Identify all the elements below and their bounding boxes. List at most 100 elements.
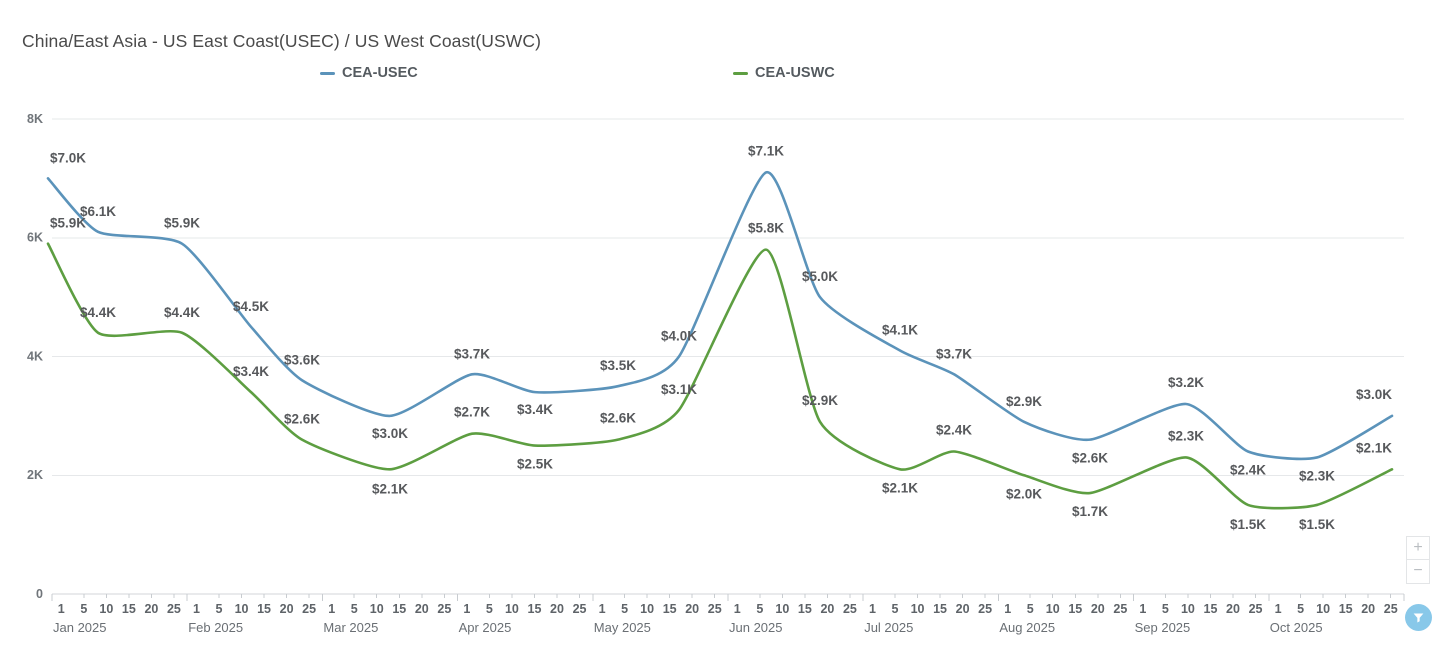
data-point-label: $7.1K [748, 143, 784, 158]
x-axis-day-label: 25 [978, 602, 992, 616]
x-axis-day-label: 15 [1068, 602, 1082, 616]
x-axis-day-label: 15 [122, 602, 136, 616]
data-point-label: $5.9K [50, 216, 86, 231]
x-axis-day-label: 20 [415, 602, 429, 616]
series-line [46, 242, 1394, 510]
y-axis-tick-label: 8K [27, 112, 43, 126]
data-point-label: $2.9K [802, 393, 838, 408]
x-axis-day-label: 20 [144, 602, 158, 616]
zoom-controls: + − [1406, 536, 1430, 584]
data-point-label: $4.5K [233, 299, 269, 314]
data-point-label: $3.4K [517, 402, 553, 417]
x-axis-day-label: 10 [505, 602, 519, 616]
data-point-label: $7.0K [50, 150, 86, 165]
y-axis-tick-label: 2K [27, 468, 43, 482]
series-cea-uswc[interactable] [46, 242, 1394, 510]
zoom-out-button[interactable]: − [1406, 560, 1430, 584]
x-axis-day-label: 1 [1004, 602, 1011, 616]
x-axis-day-label: 20 [1361, 602, 1375, 616]
series-cea-usec[interactable] [46, 171, 1394, 461]
data-point-label: $1.5K [1230, 517, 1266, 532]
x-axis-day-label: 5 [351, 602, 358, 616]
data-point-label: $2.9K [1006, 394, 1042, 409]
x-axis-month-label: Apr 2025 [459, 620, 512, 635]
chart-legend: CEA-USEC CEA-USWC [0, 66, 1440, 92]
x-axis-day-label: 10 [640, 602, 654, 616]
x-axis-day-label: 20 [1091, 602, 1105, 616]
legend-item-label: CEA-USEC [342, 65, 418, 81]
data-point-label: $2.1K [372, 481, 408, 496]
x-axis-month-label: Sep 2025 [1135, 620, 1191, 635]
data-point-label: $2.6K [1072, 451, 1108, 466]
x-axis-day-label: 15 [798, 602, 812, 616]
data-point-label: $3.7K [454, 346, 490, 361]
filter-funnel-icon [1413, 613, 1424, 623]
x-axis-day-label: 20 [820, 602, 834, 616]
data-point-label: $3.7K [936, 346, 972, 361]
data-point-label: $3.2K [1168, 375, 1204, 390]
data-point-label: $2.1K [882, 480, 918, 495]
data-point-label: $2.3K [1299, 468, 1335, 483]
legend-item-cea-usec[interactable]: CEA-USEC [320, 66, 418, 81]
x-axis-day-label: 25 [1113, 602, 1127, 616]
x-axis-day-label: 1 [869, 602, 876, 616]
x-axis-month-label: May 2025 [594, 620, 651, 635]
data-point-label: $2.5K [517, 457, 553, 472]
x-axis-day-label: 1 [1275, 602, 1282, 616]
data-point-label: $2.4K [936, 423, 972, 438]
filter-button[interactable] [1405, 604, 1432, 631]
x-axis-day-label: 5 [216, 602, 223, 616]
x-axis-day-label: 5 [80, 602, 87, 616]
x-axis-day-label: 15 [1204, 602, 1218, 616]
page-title: China/East Asia - US East Coast(USEC) / … [22, 31, 542, 51]
x-axis-day-label: 15 [257, 602, 271, 616]
data-point-label: $3.1K [661, 382, 697, 397]
x-axis-day-label: 15 [528, 602, 542, 616]
x-axis-day-label: 1 [328, 602, 335, 616]
x-axis-day-label: 25 [1249, 602, 1263, 616]
x-axis-day-label: 25 [573, 602, 587, 616]
data-point-label: $3.0K [372, 426, 408, 441]
data-point-label: $5.9K [164, 216, 200, 231]
x-axis-day-label: 10 [1181, 602, 1195, 616]
x-axis-day-label: 5 [1162, 602, 1169, 616]
x-axis-day-label: 5 [486, 602, 493, 616]
x-axis-day-label: 15 [1339, 602, 1353, 616]
x-axis-day-label: 20 [956, 602, 970, 616]
x-axis-day-label: 5 [1297, 602, 1304, 616]
data-point-label: $4.0K [661, 329, 697, 344]
data-point-label: $2.7K [454, 405, 490, 420]
data-point-label: $2.4K [1230, 463, 1266, 478]
x-axis-day-label: 10 [1316, 602, 1330, 616]
x-axis-day-label: 5 [892, 602, 899, 616]
zoom-in-button[interactable]: + [1406, 536, 1430, 560]
data-point-label: $2.6K [600, 411, 636, 426]
x-axis-day-label: 15 [933, 602, 947, 616]
x-axis-day-label: 20 [1226, 602, 1240, 616]
x-axis-month-label: Jul 2025 [864, 620, 913, 635]
data-point-label: $2.0K [1006, 486, 1042, 501]
data-point-label: $2.1K [1356, 440, 1392, 455]
legend-item-label: CEA-USWC [755, 65, 835, 81]
series-line [46, 171, 1394, 461]
x-axis-day-label: 1 [734, 602, 741, 616]
x-axis-day-label: 1 [463, 602, 470, 616]
line-swatch-icon [320, 71, 335, 75]
x-axis-day-label: 25 [708, 602, 722, 616]
x-axis-day-label: 10 [911, 602, 925, 616]
x-axis-month-label: Mar 2025 [323, 620, 378, 635]
x-axis-month-label: Jun 2025 [729, 620, 783, 635]
legend-item-cea-uswc[interactable]: CEA-USWC [733, 66, 835, 81]
x-axis-day-label: 1 [1139, 602, 1146, 616]
data-point-label: $3.4K [233, 364, 269, 379]
data-point-label: $4.1K [882, 323, 918, 338]
x-axis-month-label: Aug 2025 [999, 620, 1055, 635]
x-axis-day-label: 20 [685, 602, 699, 616]
x-axis-day-label: 15 [392, 602, 406, 616]
x-axis-day-label: 10 [99, 602, 113, 616]
x-axis-month-label: Feb 2025 [188, 620, 243, 635]
line-swatch-icon [733, 71, 748, 75]
x-axis-day-label: 1 [599, 602, 606, 616]
data-point-label: $4.4K [164, 305, 200, 320]
